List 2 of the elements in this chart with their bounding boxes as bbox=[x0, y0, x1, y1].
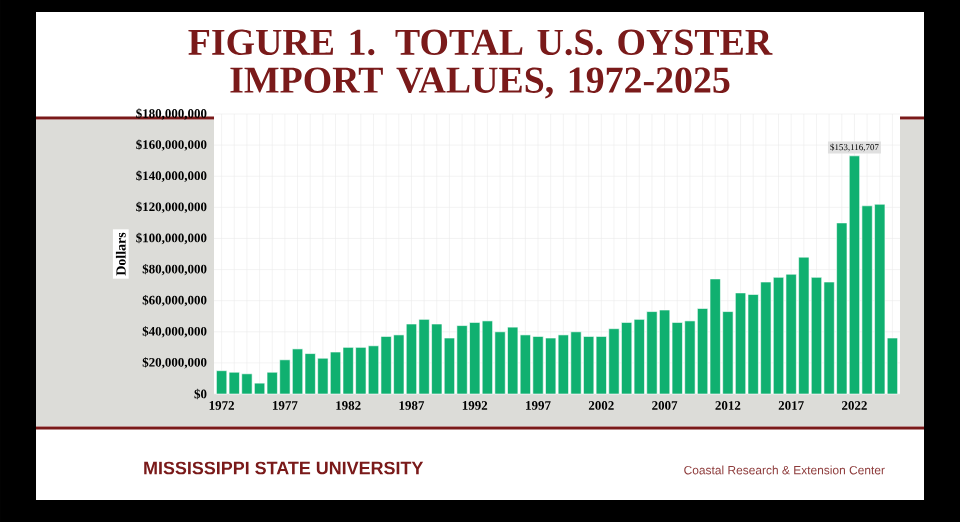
chart-title: FIGURE 1. TOTAL U.S. OYSTER IMPORT VALUES, 1972-2025 bbox=[188, 29, 773, 99]
text: MISSISSIPPI STATE UNIVERSITY bbox=[144, 461, 424, 475]
